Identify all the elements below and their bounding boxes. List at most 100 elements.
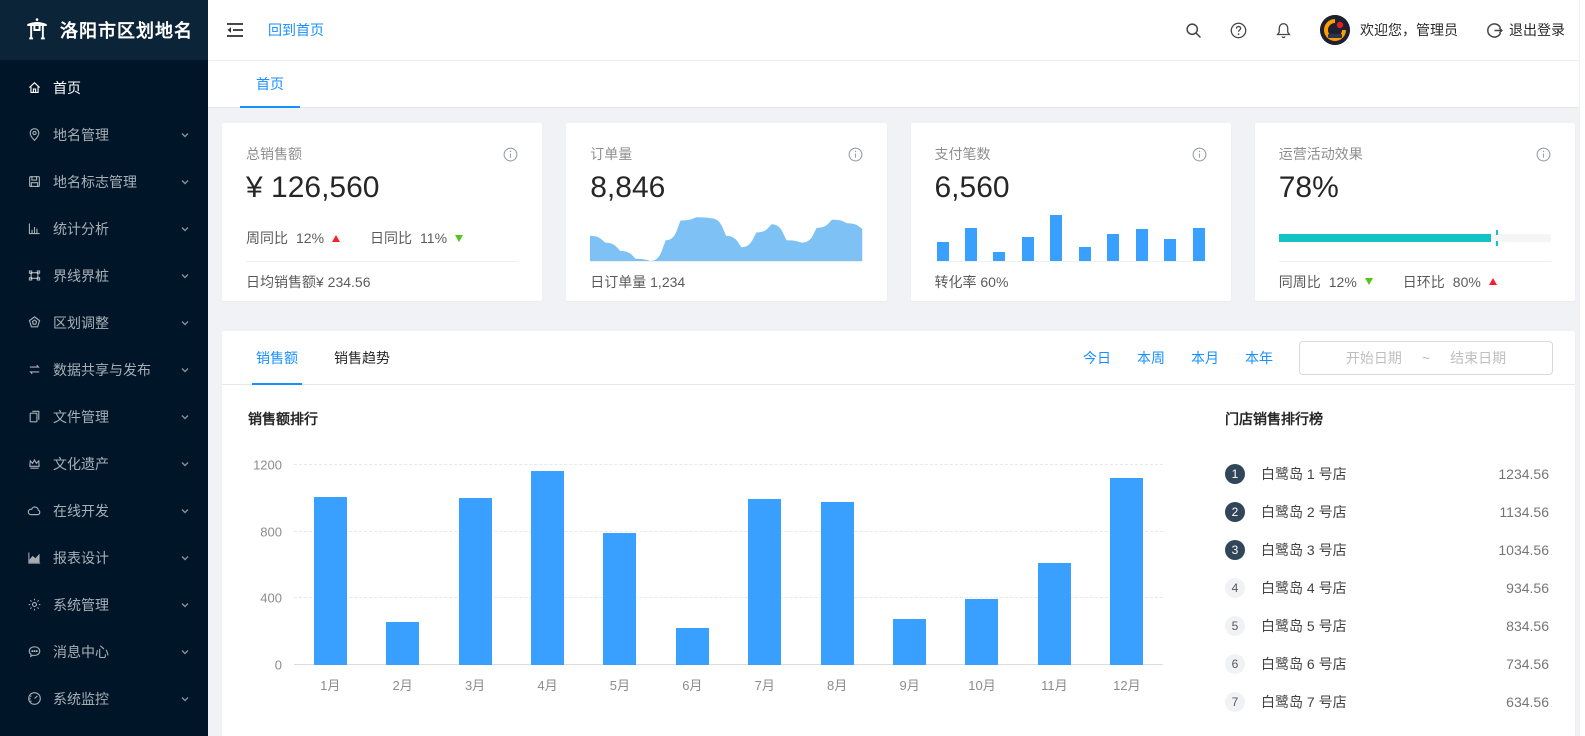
ranking-list: 1 白鹭岛 1 号店 1234.56 2 白鹭岛 2 号店 1134.56 3 白鹭岛 3 号… <box>1225 455 1549 721</box>
back-home-link[interactable]: 回到首页 <box>268 22 324 38</box>
store-sales-value: 834.56 <box>1506 618 1549 634</box>
card-value: ¥ 126,560 <box>246 171 380 204</box>
sales-chart-section: 销售额排行 0 400 800 1200 1月 2月 3月 4月 5月 6月 7月 8月 9月 10月 1… <box>248 409 1177 721</box>
menu-fold-icon[interactable] <box>226 22 244 38</box>
filter-link-0[interactable]: 今日 <box>1083 349 1111 366</box>
bar-6月[interactable] <box>675 628 709 665</box>
rank-badge: 6 <box>1225 654 1245 674</box>
welcome-text: 欢迎您，管理员 <box>1360 22 1458 38</box>
caret-down-icon <box>455 234 464 242</box>
content: 总销售额 ¥ 126,560 周同比 12% 日同比 11% 日均销售额¥ 234.5… <box>208 108 1585 736</box>
sidebar-item-badge[interactable]: 区划调整 <box>0 299 208 346</box>
tab-sales-amount[interactable]: 销售额 <box>238 331 316 385</box>
app-title: 洛阳市区划地名 <box>60 21 193 41</box>
sidebar-item-file[interactable]: 文件管理 <box>0 393 208 440</box>
sidebar-item-save[interactable]: 地名标志管理 <box>0 158 208 205</box>
sidebar-item-sync[interactable]: 数据共享与发布 <box>0 346 208 393</box>
store-sales-value: 734.56 <box>1506 656 1549 672</box>
start-date-placeholder[interactable]: 开始日期 <box>1345 349 1402 366</box>
card-value: 8,846 <box>590 171 666 204</box>
card-value: 6,560 <box>934 171 1010 204</box>
help-icon[interactable] <box>1230 22 1247 39</box>
trend-down: 日同比 11% <box>370 228 464 248</box>
x-axis-tick: 5月 <box>609 678 631 693</box>
tab-home[interactable]: 首页 <box>240 61 300 108</box>
info-icon[interactable] <box>1192 147 1207 162</box>
gridline: 0 <box>275 658 1163 673</box>
date-range-picker[interactable]: 开始日期 ~ 结束日期 <box>1299 340 1553 375</box>
bar-11月[interactable] <box>1037 563 1071 665</box>
bar-8月[interactable] <box>820 501 854 665</box>
gridline: 1200 <box>253 458 1163 473</box>
info-icon[interactable] <box>848 147 863 162</box>
tab-sales-trend[interactable]: 销售趋势 <box>334 349 390 366</box>
filter-link-3[interactable]: 本年 <box>1245 349 1273 366</box>
mini-bar <box>964 228 977 261</box>
sidebar-item-bar-chart[interactable]: 统计分析 <box>0 205 208 252</box>
sidebar-item-label: 首页 <box>53 79 81 96</box>
chart-title: 销售额排行 <box>248 411 318 427</box>
range-filters: 今日 本周 本月 本年 开始日期 ~ 结束日期 <box>1057 331 1553 384</box>
bars-layer <box>294 465 1163 665</box>
avatar[interactable] <box>1320 15 1350 45</box>
bar-9月[interactable] <box>892 619 926 665</box>
app-logo[interactable]: 洛阳市区划地名 <box>0 0 208 60</box>
scrollbar-track[interactable] <box>1579 0 1585 736</box>
top-header: 回到首页 <box>208 0 1585 60</box>
chart-x-labels: 1月 2月 3月 4月 5月 6月 7月 8月 9月 10月 11月 12月 <box>294 675 1163 694</box>
bar-4月[interactable] <box>530 470 564 665</box>
bar-12月[interactable] <box>1110 478 1144 665</box>
end-date-placeholder[interactable]: 结束日期 <box>1450 349 1507 366</box>
sidebar-item-message[interactable]: 消息中心 <box>0 628 208 675</box>
sales-bar-chart: 0 400 800 1200 <box>253 458 1163 673</box>
ranking-row-5: 5 白鹭岛 5 号店 834.56 <box>1225 607 1549 645</box>
info-icon[interactable] <box>503 147 518 162</box>
info-icon[interactable] <box>1536 147 1551 162</box>
chevron-down-icon <box>180 224 190 234</box>
sidebar-item-location[interactable]: 地名管理 <box>0 111 208 158</box>
card-footer: 日均销售额¥ 234.56 <box>246 273 371 290</box>
store-name: 白鹭岛 6 号店 <box>1261 656 1347 672</box>
sidebar-item-label: 文化遗产 <box>53 455 109 472</box>
x-axis-tick: 8月 <box>827 678 848 693</box>
ranking-row-6: 6 白鹭岛 6 号店 734.56 <box>1225 645 1549 683</box>
sidebar-item-area-chart[interactable]: 报表设计 <box>0 534 208 581</box>
logout-icon <box>1486 22 1503 39</box>
logout-button[interactable]: 退出登录 <box>1486 20 1565 40</box>
search-icon[interactable] <box>1185 22 1202 39</box>
bar-2月[interactable] <box>386 621 420 665</box>
filter-link-2[interactable]: 本月 <box>1191 349 1219 366</box>
x-axis-tick: 4月 <box>537 678 558 693</box>
border-icon <box>26 268 42 284</box>
bar-7月[interactable] <box>748 499 782 665</box>
store-sales-value: 634.56 <box>1506 694 1549 710</box>
store-sales-value: 1034.56 <box>1498 542 1549 558</box>
sidebar-item-label: 系统管理 <box>53 596 109 613</box>
sidebar-item-cloud[interactable]: 在线开发 <box>0 487 208 534</box>
sidebar-item-home[interactable]: 首页 <box>0 64 208 111</box>
rank-badge: 1 <box>1225 464 1245 484</box>
caret-up-icon <box>1488 278 1497 285</box>
user-block[interactable]: 欢迎您，管理员 <box>1320 15 1458 45</box>
gridline: 800 <box>260 524 1163 539</box>
sidebar-item-gear[interactable]: 系统管理 <box>0 581 208 628</box>
bell-icon[interactable] <box>1275 22 1292 39</box>
sidebar-item-monitor[interactable]: 系统监控 <box>0 675 208 722</box>
store-name: 白鹭岛 2 号店 <box>1261 504 1347 520</box>
sidebar-item-crown[interactable]: 文化遗产 <box>0 440 208 487</box>
chevron-down-icon <box>180 365 190 375</box>
filter-link-1[interactable]: 本周 <box>1137 349 1165 366</box>
bar-1月[interactable] <box>313 496 347 665</box>
sidebar-item-label: 文件管理 <box>53 408 109 425</box>
bar-3月[interactable] <box>458 498 492 665</box>
caret-up-icon <box>332 234 341 242</box>
bar-5月[interactable] <box>603 533 637 665</box>
bar-10月[interactable] <box>965 599 999 665</box>
sidebar-item-border[interactable]: 界线界桩 <box>0 252 208 299</box>
y-axis-tick: 1200 <box>253 457 282 473</box>
crown-icon <box>26 456 42 472</box>
sales-panel: 销售额 销售趋势 今日 本周 本月 本年 开始日期 ~ 结束日期 销售额排行 0 400… <box>222 331 1575 736</box>
bar-chart-icon <box>26 221 42 237</box>
ranking-row-7: 7 白鹭岛 7 号店 634.56 <box>1225 683 1549 721</box>
sidebar-item-label: 地名标志管理 <box>53 173 137 190</box>
